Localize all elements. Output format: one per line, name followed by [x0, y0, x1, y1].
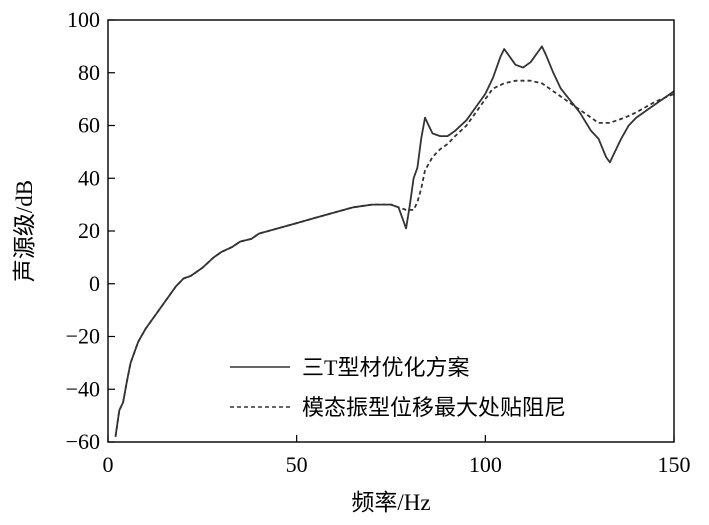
- plot-frame: [107, 19, 675, 443]
- series-line-2: [114, 79, 675, 437]
- ticks-layer: 0 50 100 150 −60 −40 −20 0 20 40 60 80 100: [66, 7, 691, 477]
- y-tick-label: 40: [78, 165, 100, 190]
- legend: 三T型材优化方案 模态振型位移最大处贴阻尼: [230, 355, 566, 420]
- x-tick-label: 150: [658, 452, 691, 477]
- legend-label-1: 三T型材优化方案: [302, 355, 469, 380]
- x-tick-label: 100: [469, 452, 502, 477]
- y-tick-label: −20: [66, 324, 100, 349]
- legend-label-2: 模态振型位移最大处贴阻尼: [302, 395, 566, 420]
- y-axis-title: 声源级/dB: [12, 180, 37, 282]
- y-tick-label: −40: [66, 376, 100, 401]
- series-line-1: [114, 45, 675, 437]
- y-tick-label: 20: [78, 218, 100, 243]
- y-tick-label: 60: [78, 113, 100, 138]
- y-tick-label: −60: [66, 429, 100, 454]
- series-layer: [114, 45, 675, 437]
- x-axis-title: 频率/Hz: [351, 490, 430, 515]
- y-tick-label: 0: [89, 271, 100, 296]
- x-tick-label: 0: [103, 452, 114, 477]
- x-tick-label: 50: [286, 452, 308, 477]
- y-tick-label: 100: [67, 7, 100, 32]
- y-tick-label: 80: [78, 60, 100, 85]
